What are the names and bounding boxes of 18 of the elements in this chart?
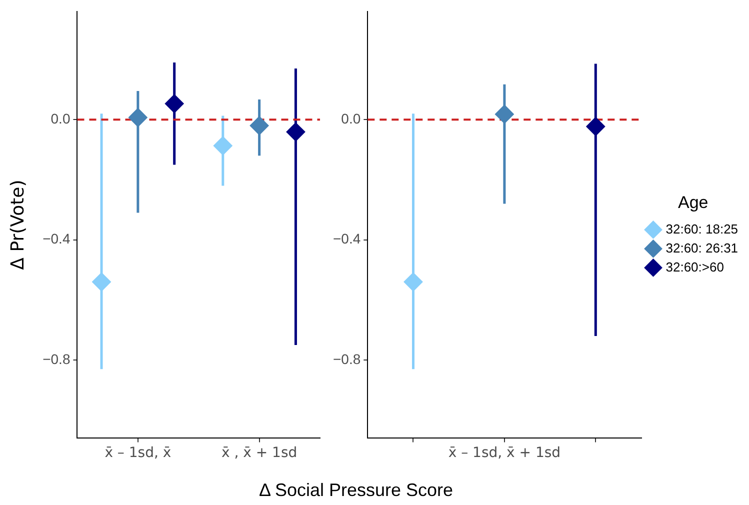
point <box>404 272 423 292</box>
y-tick-label: −0.4 <box>332 230 361 247</box>
y-tick-label: −0.8 <box>42 350 70 367</box>
y-tick-label: 0.0 <box>341 110 361 126</box>
x-tick-label: x̄ – 1sd, x̄ + 1sd <box>448 445 561 462</box>
y-tick-label: 0.0 <box>50 110 70 126</box>
legend-label: 32:60: 26:31 <box>666 240 738 256</box>
y-tick-label: −0.4 <box>42 230 70 247</box>
y-tick-label: −0.8 <box>332 350 361 367</box>
legend-label: 32:60: 18:25 <box>666 221 738 236</box>
legend-title: Age <box>678 192 708 212</box>
x-tick-label: x̄ – 1sd, x̄ <box>104 445 172 462</box>
point <box>586 117 606 136</box>
legend-label: 32:60:>60 <box>666 259 724 274</box>
point <box>494 104 514 124</box>
x-axis-title: Δ Social Pressure Score <box>258 480 454 501</box>
x-tick-label: x̄ , x̄ + 1sd <box>221 445 298 462</box>
y-axis-title: Δ Pr(Vote) <box>7 180 28 270</box>
